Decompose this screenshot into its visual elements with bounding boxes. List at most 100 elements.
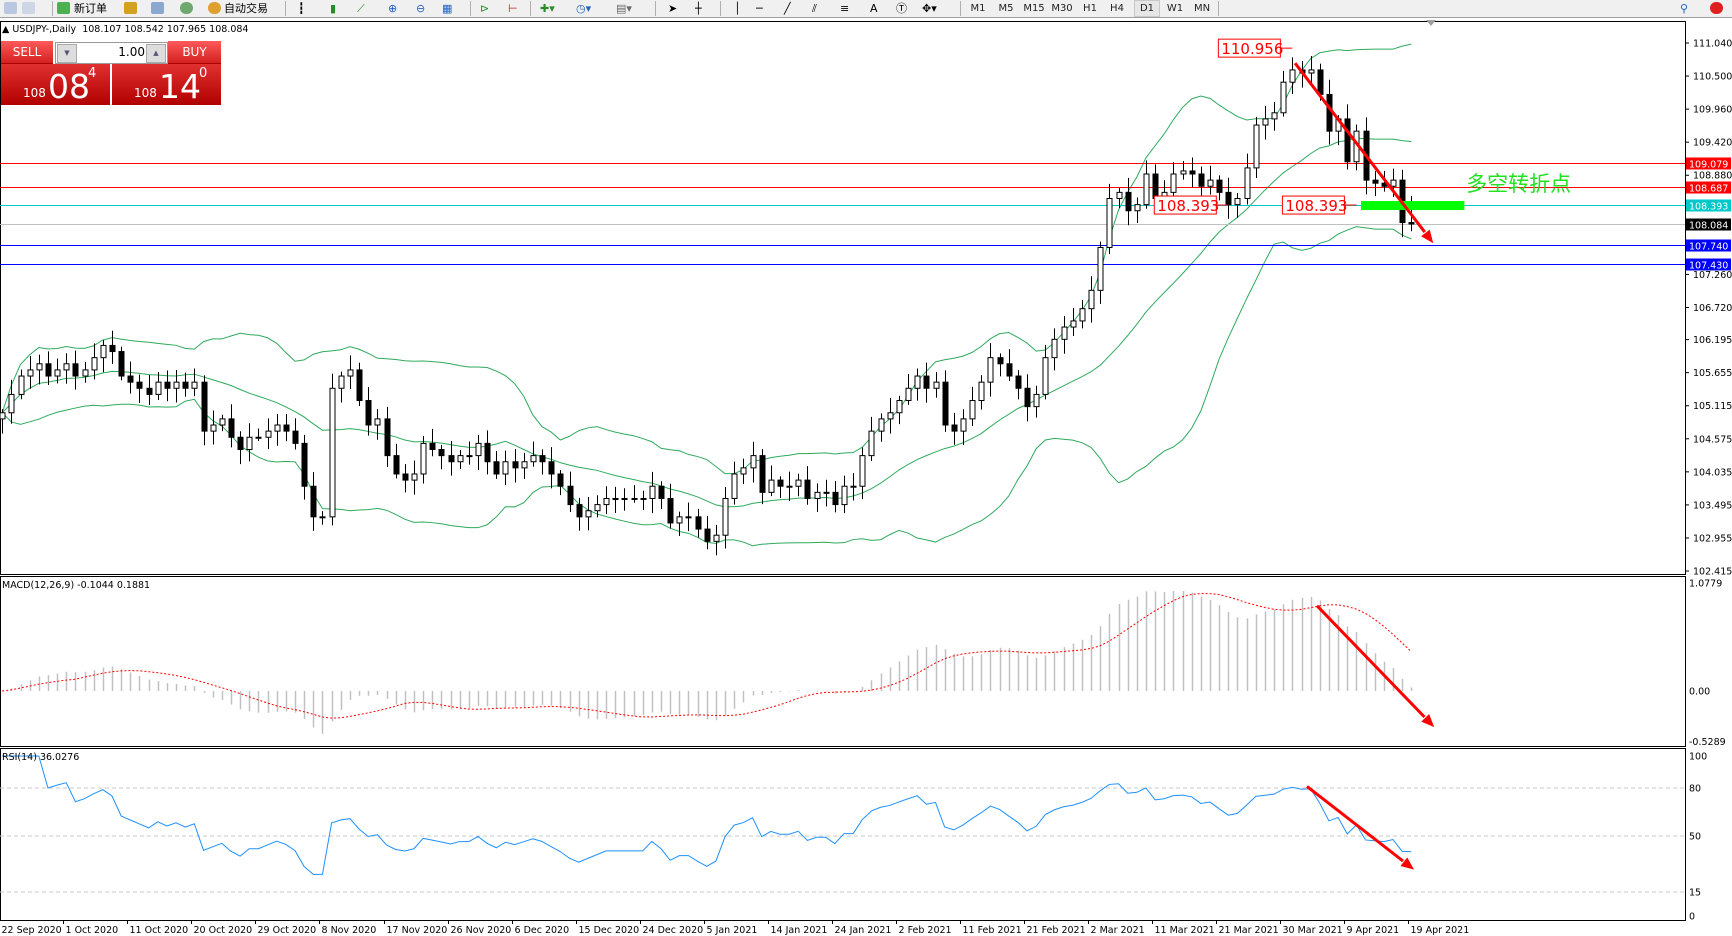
- date-axis-label: 6 Dec 2020: [515, 925, 570, 936]
- candle-body-bull: [530, 455, 537, 463]
- new-order-icon[interactable]: [57, 2, 70, 14]
- candle: [576, 497, 583, 531]
- bar-chart-icon[interactable]: ┇: [298, 2, 305, 15]
- ohlc-close: 108.084: [209, 24, 249, 35]
- candle-body-bull: [1180, 170, 1187, 175]
- label-icon[interactable]: Ⓣ: [896, 2, 907, 15]
- lot-decrease-button[interactable]: ▼: [57, 44, 77, 63]
- timeframe-m5[interactable]: M5: [998, 3, 1014, 14]
- rsi-axis-label: 100: [1689, 752, 1707, 763]
- timeframe-m15[interactable]: M15: [1023, 3, 1045, 14]
- chart-icon[interactable]: [4, 2, 17, 14]
- date-axis-label: 8 Nov 2020: [322, 925, 377, 936]
- candle: [640, 490, 647, 510]
- price-label-box: [1217, 38, 1281, 58]
- candle: [1116, 188, 1123, 209]
- channel-icon[interactable]: ≡: [840, 2, 850, 15]
- macd-signal-line: [2, 593, 1412, 719]
- candle: [155, 372, 162, 400]
- search-icon[interactable]: ⚲: [1680, 2, 1689, 15]
- candle-body-bull: [850, 485, 857, 488]
- arrows-icon[interactable]: ✥▾: [922, 2, 937, 15]
- lot-increase-button[interactable]: ▲: [146, 44, 166, 63]
- zoom-out-icon[interactable]: ⊖: [416, 2, 426, 15]
- fibonacci-icon[interactable]: ⫽: [812, 2, 817, 15]
- candle-body-bear: [136, 381, 143, 389]
- price-level-label-bg: [1686, 181, 1731, 194]
- tile-icon[interactable]: ▦: [442, 2, 453, 15]
- ask-price-button[interactable]: 108 14 0: [112, 64, 221, 105]
- price-axis-label: 107.260: [1693, 270, 1732, 281]
- templates-icon[interactable]: ▤▾: [616, 2, 632, 15]
- candle: [951, 412, 958, 445]
- zoom-icon[interactable]: [22, 2, 35, 14]
- timeframe-w1[interactable]: W1: [1166, 3, 1184, 14]
- symbol-name: USDJPY-,Daily: [12, 24, 77, 35]
- zoom-in-icon[interactable]: ⊕: [388, 2, 398, 15]
- trendline-icon[interactable]: ╱: [784, 2, 791, 15]
- line-chart-icon[interactable]: ⟋: [357, 2, 365, 15]
- vertical-line-icon[interactable]: │: [734, 2, 741, 15]
- candle: [182, 372, 189, 397]
- candle-body-bull: [914, 375, 921, 389]
- horizontal-line-icon[interactable]: ─: [756, 2, 763, 15]
- signals-icon[interactable]: [180, 2, 193, 14]
- candle-body-bear: [923, 375, 930, 389]
- ohlc-low: 107.965: [166, 24, 207, 35]
- price-axis-label: 110.500: [1693, 72, 1732, 83]
- price-label-box: [1153, 195, 1217, 215]
- candle: [594, 495, 601, 518]
- candle: [548, 447, 555, 489]
- candle: [887, 398, 894, 434]
- sell-button[interactable]: SELL: [1, 41, 53, 64]
- bid-price-button[interactable]: 108 08 4: [1, 64, 110, 105]
- candle-body-bear: [292, 430, 299, 444]
- price-level-label-bg: [1686, 218, 1731, 231]
- notification-icon[interactable]: [1710, 2, 1723, 14]
- candle-body-bear: [438, 449, 445, 457]
- timeframe-m1[interactable]: M1: [970, 3, 986, 14]
- candle: [1033, 385, 1040, 418]
- new-order-button[interactable]: 新订单: [74, 2, 107, 15]
- candle-body-bull: [978, 381, 985, 402]
- date-axis-label: 21 Mar 2021: [1219, 925, 1279, 936]
- timeframe-h1[interactable]: H1: [1083, 3, 1097, 14]
- date-axis-label: 2 Feb 2021: [899, 925, 952, 936]
- auto-trading-icon[interactable]: [208, 2, 221, 14]
- bollinger-lower-band: [1, 226, 1412, 547]
- indicators-icon[interactable]: ✚▾: [540, 2, 555, 15]
- candle: [795, 473, 802, 497]
- timeframe-m30[interactable]: M30: [1051, 3, 1073, 14]
- lot-size-field[interactable]: ▼ 1.00 ▲: [55, 42, 168, 64]
- price-axis-label: 111.040: [1693, 39, 1732, 50]
- price-axis-label: 102.415: [1693, 567, 1732, 578]
- timeframe-d1[interactable]: D1: [1134, 0, 1160, 17]
- candle-body-bull: [82, 369, 89, 377]
- rsi-trend-arrow-head-icon: [1400, 857, 1415, 870]
- auto-trading-button[interactable]: 自动交易: [224, 2, 268, 15]
- timeframe-h4[interactable]: H4: [1110, 3, 1124, 14]
- candle-body-bull: [987, 357, 994, 383]
- candle-body-bull: [631, 497, 638, 500]
- candle: [658, 481, 665, 509]
- buy-button[interactable]: BUY: [168, 41, 221, 64]
- date-axis-label: 19 Apr 2021: [1411, 925, 1470, 936]
- rsi-panel-frame: [0, 748, 1686, 921]
- market-watch-icon[interactable]: [124, 2, 137, 14]
- autoscroll-icon[interactable]: ⊳: [480, 2, 490, 15]
- collapse-triangle-icon[interactable]: ▲: [2, 24, 10, 35]
- candlestick-icon[interactable]: ▮: [330, 2, 337, 15]
- ask-prefix: 108: [134, 86, 157, 100]
- chart-shift-icon[interactable]: ⊢: [508, 2, 518, 15]
- cursor-icon[interactable]: ➤: [668, 2, 678, 15]
- candle-body-bear: [283, 424, 290, 432]
- navigator-icon[interactable]: [151, 2, 164, 14]
- text-icon[interactable]: A: [870, 2, 878, 15]
- candle-body-bull: [210, 424, 217, 432]
- crosshair-icon[interactable]: ┼: [695, 2, 702, 15]
- toolbar-separator: [960, 1, 961, 16]
- candle: [63, 353, 70, 384]
- periods-icon[interactable]: ◷▾: [576, 2, 592, 15]
- timeframe-mn[interactable]: MN: [1193, 3, 1211, 14]
